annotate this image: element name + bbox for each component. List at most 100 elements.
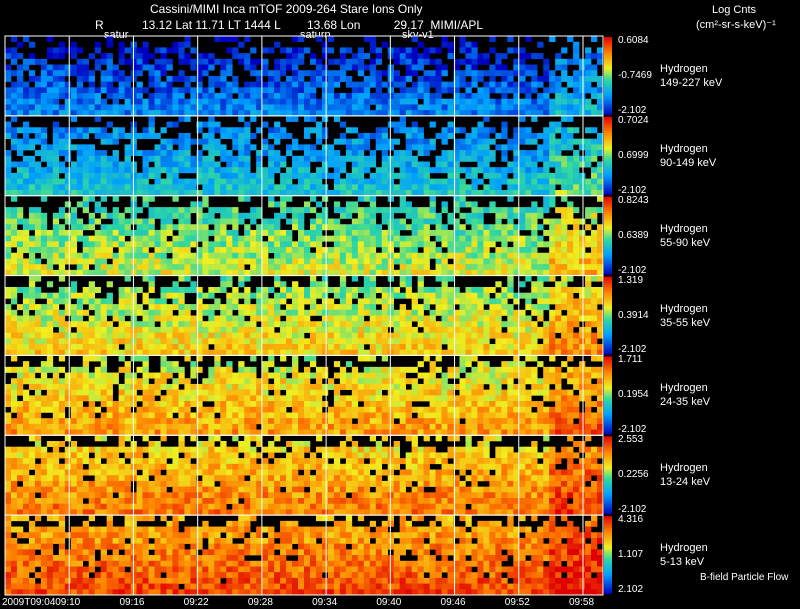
heat-cell [399,395,406,402]
heat-cell [274,366,281,373]
heat-cell [519,150,526,157]
heat-cell [220,395,227,402]
heat-cell [483,132,490,139]
heat-cell [345,184,353,191]
heat-cell [106,326,113,333]
heat-cell [411,383,418,390]
heat-cell [196,167,203,174]
heat-cell [250,64,257,71]
heat-cell [208,132,215,139]
heat-cell [286,258,293,265]
heat-cell [585,212,592,219]
heat-cell [190,178,197,185]
heat-cell [34,315,42,322]
heat-cell [46,53,54,60]
heat-cell [304,207,311,214]
heat-cell [250,229,257,236]
heat-cell [399,167,406,174]
heat-cell [531,241,538,248]
heat-cell [585,127,592,134]
heat-cell [214,81,221,88]
heat-cell [64,201,72,208]
heat-cell [321,286,329,293]
heat-cell [34,389,42,396]
heat-cell [298,190,305,197]
heat-cell [471,138,478,145]
heat-cell [292,349,299,356]
heat-cell [184,315,191,322]
heat-cell [315,401,323,408]
heat-cell [555,304,562,311]
heat-cell [561,98,568,105]
heat-cell [525,252,532,259]
heat-cell [274,184,281,191]
heat-cell [124,247,131,254]
heat-cell [202,241,209,248]
heat-cell [369,338,377,345]
heat-cell [88,218,95,225]
heat-cell [148,190,155,197]
heat-cell [16,326,24,333]
heat-cell [423,212,430,219]
heat-cell [393,349,400,356]
heat-cell [513,321,520,328]
heat-cell [387,212,394,219]
heat-cell [591,258,598,265]
heat-cell [333,224,341,231]
heat-cell [142,161,149,168]
heat-cell [10,235,18,242]
heat-cell [495,104,502,111]
heat-cell [447,247,454,254]
heat-cell [172,349,179,356]
heat-cell [549,127,556,134]
heat-cell [70,258,78,265]
heat-cell [124,241,131,248]
heat-cell [148,167,155,174]
heat-cell [513,366,520,373]
heat-cell [202,258,209,265]
heat-cell [232,406,239,413]
heat-cell [447,218,454,225]
heat-cell [5,344,12,351]
heat-cell [58,264,66,271]
heat-cell [232,321,239,328]
heat-cell [393,309,400,316]
heat-cell [154,58,161,65]
heat-cell [453,64,460,71]
heat-cell [304,144,311,151]
heat-cell [76,378,84,385]
heat-cell [519,161,526,168]
heat-cell [10,58,18,65]
heat-cell [411,81,418,88]
heat-cell [387,224,394,231]
heat-cell [525,321,532,328]
heat-cell [82,247,90,254]
heat-cell [597,309,604,316]
heat-cell [40,247,48,254]
heat-cell [34,269,42,276]
heat-cell [172,87,179,94]
heat-cell [46,81,54,88]
heat-cell [513,395,520,402]
heat-cell [357,349,365,356]
heat-cell [262,224,269,231]
heat-cell [381,258,389,265]
heat-cell [519,224,526,231]
heat-cell [585,47,592,54]
heat-cell [381,252,389,259]
heat-cell [363,75,371,82]
heat-cell [429,401,436,408]
heat-cell [471,155,478,162]
heat-cell [22,224,30,231]
heat-cell [393,383,400,390]
heat-cell [579,309,586,316]
heat-cell [256,58,263,65]
heat-cell [82,110,90,117]
heat-cell [244,372,251,379]
heat-cell [154,309,161,316]
heat-cell [70,178,78,185]
heat-cell [435,178,442,185]
heat-cell [465,144,472,151]
heat-cell [411,269,418,276]
heat-cell [232,81,239,88]
